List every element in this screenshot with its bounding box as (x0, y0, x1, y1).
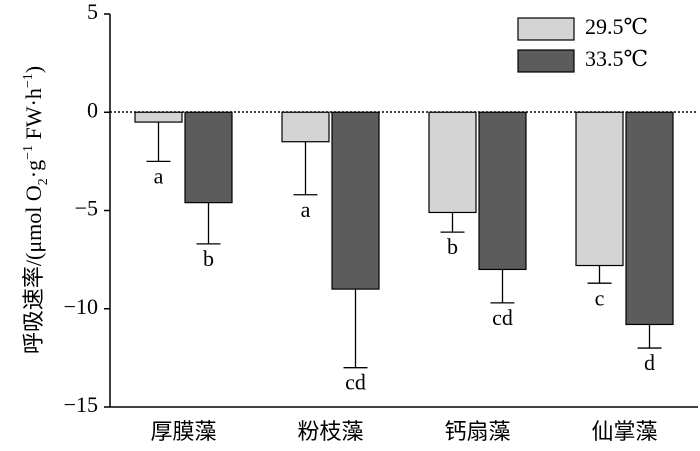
legend-swatch (517, 49, 575, 73)
y-tick-label: −5 (75, 196, 98, 221)
significance-letter: b (447, 234, 458, 259)
error-bar (293, 141, 318, 196)
y-axis-label-part: 呼吸速率/(μmol O (21, 185, 46, 354)
legend-label: 33.5℃ (585, 46, 648, 71)
y-axis-label: 呼吸速率/(μmol O2·g−1 FW·h−1) (21, 66, 51, 354)
y-axis-label-part: −1 (21, 73, 36, 88)
significance-letter: cd (492, 305, 513, 330)
error-bar (196, 202, 221, 245)
y-tick-label: −15 (64, 392, 98, 417)
y-tick-label: 5 (87, 0, 98, 24)
error-bar (343, 289, 368, 369)
bar (134, 111, 183, 123)
significance-letter: cd (345, 370, 366, 395)
bar (331, 111, 380, 290)
y-axis-label-part: ·g (21, 160, 46, 178)
bar (281, 111, 330, 143)
bar (428, 111, 477, 214)
bar (184, 111, 233, 204)
error-bar (637, 324, 662, 349)
x-tick-label: 粉枝藻 (297, 419, 363, 444)
y-axis-label-part: FW·h (21, 88, 46, 145)
significance-letter: b (203, 246, 214, 271)
bar (575, 111, 624, 267)
x-tick-label: 仙掌藻 (591, 419, 657, 444)
y-axis-label-part: ) (21, 66, 46, 73)
error-bar (490, 269, 515, 304)
y-axis-label-part: 2 (36, 178, 51, 185)
significance-letter: d (644, 350, 655, 375)
x-tick-label: 厚膜藻 (150, 419, 216, 444)
y-tick-label: −10 (64, 294, 98, 319)
y-axis-label-part: −1 (21, 145, 36, 160)
y-tick-label: 0 (87, 97, 98, 122)
significance-letter: a (301, 197, 311, 222)
error-bar (587, 265, 612, 284)
bar (625, 111, 674, 326)
legend-label: 29.5℃ (585, 14, 648, 39)
significance-letter: a (154, 163, 164, 188)
significance-letter: c (595, 285, 605, 310)
bar (478, 111, 527, 271)
legend-swatch (517, 17, 575, 41)
error-bar (146, 122, 171, 163)
x-tick-label: 钙扇藻 (444, 419, 510, 444)
error-bar (440, 212, 465, 233)
